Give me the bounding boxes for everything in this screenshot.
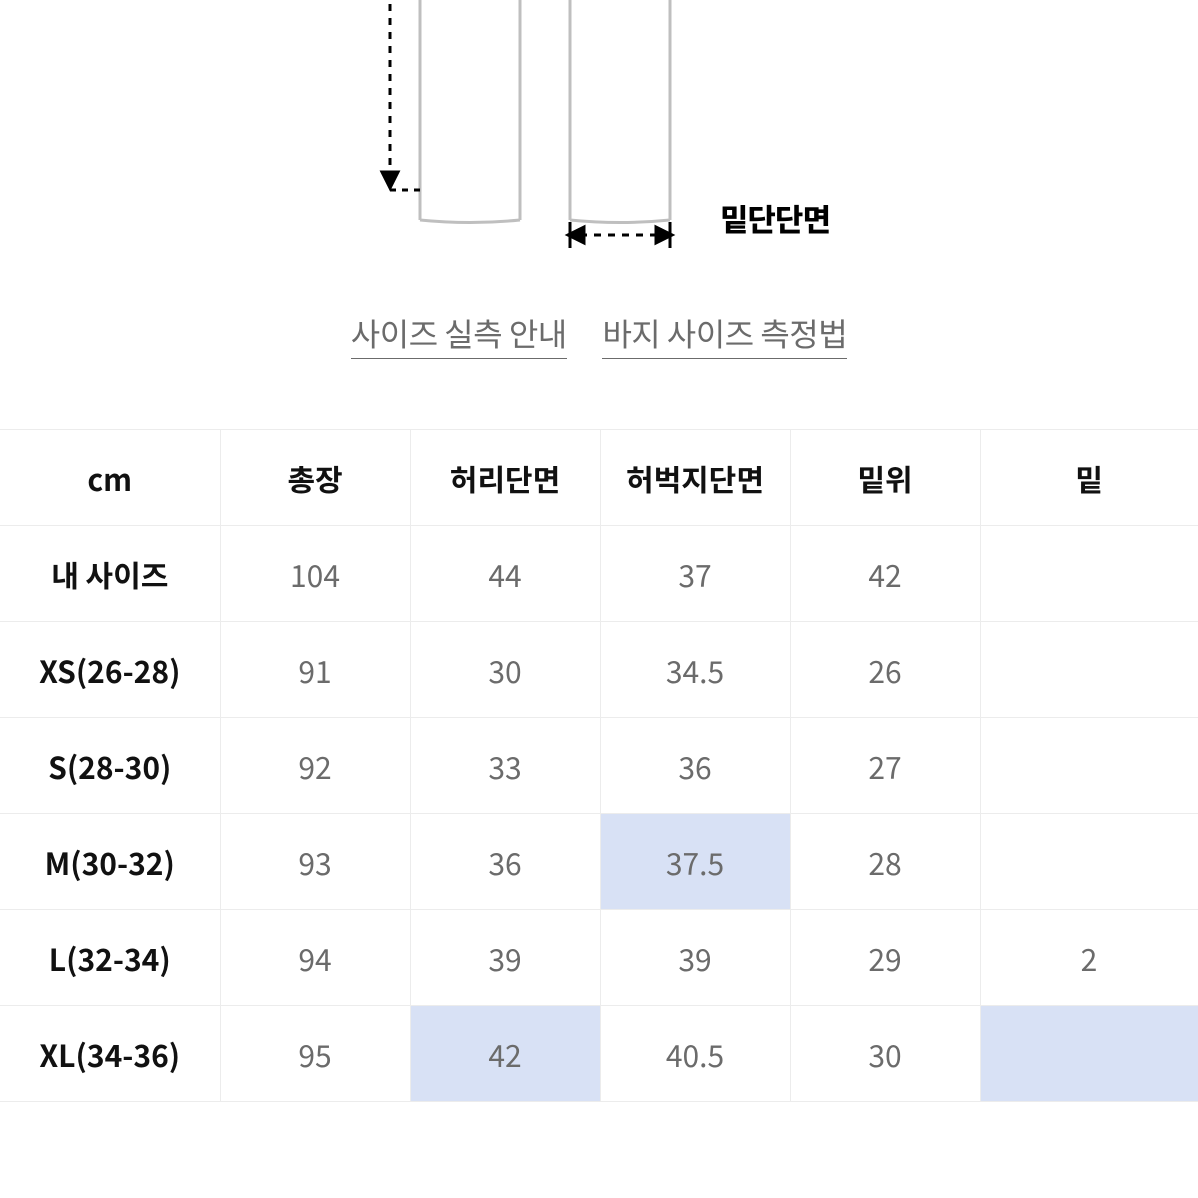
- size-cell: 26: [790, 622, 980, 718]
- size-cell: 39: [600, 910, 790, 1006]
- size-cell: 27: [790, 718, 980, 814]
- guide-links: 사이즈 실측 안내 바지 사이즈 측정법: [0, 310, 1198, 359]
- table-row: XS(26-28)913034.526: [0, 622, 1198, 718]
- size-cell: 33: [410, 718, 600, 814]
- table-header-row: cm 총장 허리단면 허벅지단면 밑위 밑: [0, 430, 1198, 526]
- size-cell: 34.5: [600, 622, 790, 718]
- table-row: S(28-30)92333627: [0, 718, 1198, 814]
- row-label: XS(26-28): [0, 622, 220, 718]
- row-label: S(28-30): [0, 718, 220, 814]
- table-row: L(32-34)943939292: [0, 910, 1198, 1006]
- row-label: M(30-32): [0, 814, 220, 910]
- size-cell: 28: [790, 814, 980, 910]
- size-cell: 95: [220, 1006, 410, 1102]
- col-header: 허벅지단면: [600, 430, 790, 526]
- table-row: 내 사이즈104443742: [0, 526, 1198, 622]
- col-header: 허리단면: [410, 430, 600, 526]
- size-cell: 30: [790, 1006, 980, 1102]
- hem-label: 밑단단면: [720, 195, 830, 240]
- size-cell: 30: [410, 622, 600, 718]
- size-cell: 104: [220, 526, 410, 622]
- pants-outline-svg: [360, 0, 720, 250]
- size-cell: 91: [220, 622, 410, 718]
- size-guide-link[interactable]: 사이즈 실측 안내: [351, 310, 567, 359]
- table-row: M(30-32)933637.528: [0, 814, 1198, 910]
- col-header: 밑위: [790, 430, 980, 526]
- size-cell: 2: [980, 910, 1198, 1006]
- size-cell: 36: [600, 718, 790, 814]
- size-cell: 36: [410, 814, 600, 910]
- row-label: 내 사이즈: [0, 526, 220, 622]
- size-cell: 94: [220, 910, 410, 1006]
- size-cell: 93: [220, 814, 410, 910]
- col-header: 총장: [220, 430, 410, 526]
- measure-guide-link[interactable]: 바지 사이즈 측정법: [602, 310, 847, 359]
- size-cell: [980, 718, 1198, 814]
- size-table: cm 총장 허리단면 허벅지단면 밑위 밑 내 사이즈104443742XS(2…: [0, 429, 1198, 1102]
- row-label: XL(34-36): [0, 1006, 220, 1102]
- size-cell: 37: [600, 526, 790, 622]
- row-label: L(32-34): [0, 910, 220, 1006]
- size-cell: [980, 814, 1198, 910]
- size-cell: 29: [790, 910, 980, 1006]
- size-cell: 44: [410, 526, 600, 622]
- size-cell: [980, 526, 1198, 622]
- size-cell: [980, 1006, 1198, 1102]
- pants-diagram: 밑단단면: [0, 0, 1198, 260]
- size-cell: 37.5: [600, 814, 790, 910]
- col-header: 밑: [980, 430, 1198, 526]
- size-cell: 40.5: [600, 1006, 790, 1102]
- size-cell: 92: [220, 718, 410, 814]
- table-row: XL(34-36)954240.530: [0, 1006, 1198, 1102]
- size-cell: 42: [790, 526, 980, 622]
- size-cell: 39: [410, 910, 600, 1006]
- unit-header: cm: [0, 430, 220, 526]
- size-cell: 42: [410, 1006, 600, 1102]
- size-cell: [980, 622, 1198, 718]
